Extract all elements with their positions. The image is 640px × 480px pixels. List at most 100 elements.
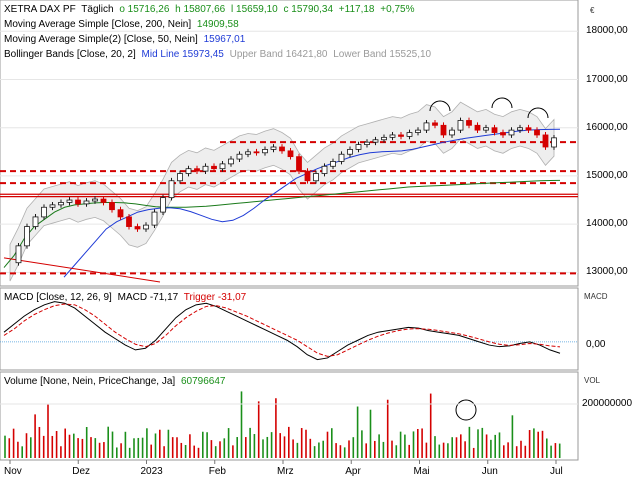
candle-body xyxy=(92,198,98,202)
grid-lines xyxy=(0,30,578,464)
candlesticks xyxy=(15,117,557,266)
candle-body xyxy=(109,202,115,211)
candle-body xyxy=(525,127,532,131)
candle-body xyxy=(211,165,217,170)
candle-body xyxy=(457,120,464,131)
high-value: h 15807,66 xyxy=(175,4,226,15)
candle-body xyxy=(236,153,243,160)
volume-label: Volume [None, Nein, PriceChange, Ja] xyxy=(4,376,176,387)
candle-body xyxy=(262,149,268,154)
macd-y-tick: 0,00 xyxy=(586,339,606,350)
low-value: l 15659,10 xyxy=(231,4,278,15)
sma50-line xyxy=(63,128,561,278)
candle-body xyxy=(202,165,209,172)
price-y-tick: 14000,00 xyxy=(586,218,628,230)
open-value: o 15716,26 xyxy=(119,4,170,15)
candle-body xyxy=(49,204,56,208)
volume-spike-annotation xyxy=(455,399,477,421)
candle-body xyxy=(508,129,515,136)
volume-value: 60796647 xyxy=(181,376,226,387)
candle-body xyxy=(15,245,22,264)
price-y-tick: 15000,00 xyxy=(586,169,628,181)
change-value: +117,18 xyxy=(338,4,375,15)
bollinger-mid: Mid Line 15973,45 xyxy=(141,49,224,60)
x-tick-label: Nov xyxy=(4,466,22,477)
sma200-value: 14909,58 xyxy=(196,19,239,30)
trigger-value: Trigger -31,07 xyxy=(183,292,247,303)
candle-body xyxy=(355,144,362,150)
candle-body xyxy=(534,129,540,136)
x-tick-label: Mai xyxy=(413,466,430,477)
macd-line xyxy=(3,301,561,361)
candle-body xyxy=(41,206,47,218)
candle-body xyxy=(228,158,234,165)
bollinger-band xyxy=(9,101,555,282)
price-panel-frame xyxy=(0,0,579,287)
macd-unit: MACD xyxy=(584,292,608,301)
candle-body xyxy=(219,163,226,170)
change-pct-value: +0,75% xyxy=(380,4,415,15)
volume-unit: VOL xyxy=(584,376,601,385)
candle-body xyxy=(449,129,455,136)
x-tick-label: Dez xyxy=(72,466,91,477)
moving-average-lines xyxy=(3,128,561,283)
x-tick-label: Apr xyxy=(345,466,361,477)
candle-body xyxy=(296,156,302,172)
macd-lines xyxy=(0,301,578,361)
instrument-name: XETRA DAX PF xyxy=(4,4,76,15)
sma200-label: Moving Average Simple [Close, 200, Nein] xyxy=(4,19,192,30)
sma50-legend: Moving Average Simple(2) [Close, 50, Nei… xyxy=(4,34,248,46)
pattern-annotations xyxy=(429,97,549,119)
candle-body xyxy=(160,197,166,213)
head-shoulders-annotation xyxy=(527,107,549,119)
candle-body xyxy=(466,120,472,126)
candle-body xyxy=(253,151,260,154)
volume-bars xyxy=(0,391,578,458)
bollinger-legend: Bollinger Bands [Close, 20, 2] Mid Line … xyxy=(4,49,434,61)
candle-body xyxy=(143,224,149,230)
candle-body xyxy=(500,132,506,136)
candle-body xyxy=(330,161,336,167)
candle-body xyxy=(423,122,430,131)
trend-line xyxy=(3,257,161,283)
candle-body xyxy=(491,127,498,133)
volume-y-tick: 200000000 xyxy=(582,398,633,409)
candle-body xyxy=(347,149,353,155)
candle-body xyxy=(134,226,141,230)
candle-body xyxy=(406,132,413,137)
candle-body xyxy=(313,173,319,182)
x-tick-label: Jun xyxy=(481,466,498,477)
macd-panel-frame xyxy=(0,287,579,371)
candle-body xyxy=(517,127,523,131)
x-tick-label: 2023 xyxy=(140,466,163,477)
candle-body xyxy=(372,139,379,143)
x-tick-label: Feb xyxy=(208,466,226,477)
candle-body xyxy=(474,124,481,131)
candle-body xyxy=(126,216,132,227)
candle-body xyxy=(483,127,489,131)
bollinger-fill xyxy=(9,101,555,282)
trigger-line xyxy=(3,303,561,357)
bollinger-upper: Upper Band 16421,80 xyxy=(229,49,328,60)
candle-body xyxy=(185,168,192,174)
sma200-legend: Moving Average Simple [Close, 200, Nein]… xyxy=(4,19,242,31)
currency-unit: € xyxy=(590,6,595,15)
candle-body xyxy=(151,211,158,226)
candle-body xyxy=(364,141,370,145)
price-y-tick: 18000,00 xyxy=(586,25,628,37)
candle-body xyxy=(338,153,345,162)
candle-body xyxy=(279,146,285,152)
price-legend: XETRA DAX PF Täglich o 15716,26 h 15807,… xyxy=(4,4,417,16)
candle-body xyxy=(75,199,81,205)
candle-body xyxy=(398,134,404,137)
candle-body xyxy=(287,150,294,158)
sma50-value: 15967,01 xyxy=(203,34,246,45)
candle-body xyxy=(83,200,90,205)
x-tick-label: Mrz xyxy=(277,466,294,477)
candle-body xyxy=(66,199,73,203)
bollinger-lower: Lower Band 15525,10 xyxy=(333,49,432,60)
volume-legend: Volume [None, Nein, PriceChange, Ja] 607… xyxy=(4,376,229,388)
candle-body xyxy=(177,173,183,182)
candle-body xyxy=(245,151,251,155)
candle-body xyxy=(389,134,396,138)
